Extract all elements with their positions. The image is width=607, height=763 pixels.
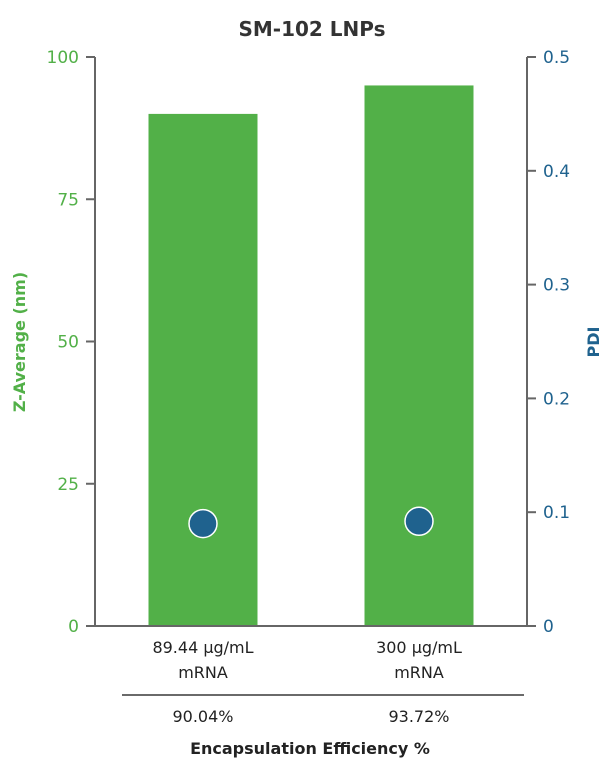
y-right-axis-label: PDI <box>584 327 603 358</box>
encapsulation-title: Encapsulation Efficiency % <box>190 739 430 758</box>
y-right-tick-label: 0 <box>543 617 554 637</box>
y-left-tick-label: 75 <box>57 190 79 210</box>
pdi-point-2 <box>404 506 434 537</box>
chart-title: SM-102 LNPs <box>238 17 385 41</box>
category-label-line1: 300 μg/mL <box>376 638 462 657</box>
y-left-axis-label: Z-Average (nm) <box>10 272 29 412</box>
y-right-tick-label: 0.3 <box>543 276 570 296</box>
bar-1 <box>148 113 258 626</box>
axes-layer: 0 25 50 75 100 0 0.1 0.2 0.3 0.4 0.5 <box>47 48 571 637</box>
category-label-line1: 89.44 μg/mL <box>152 638 253 657</box>
y-right-tick-label: 0.1 <box>543 503 570 523</box>
category-label-line2: mRNA <box>178 663 228 682</box>
y-right-tick-label: 0.5 <box>543 48 570 68</box>
y-left-tick-label: 100 <box>47 48 79 68</box>
y-left-tick-label: 25 <box>57 475 79 495</box>
y-left-tick-label: 0 <box>68 617 79 637</box>
encapsulation-values: 90.04% 93.72% <box>172 707 449 726</box>
category-label-line2: mRNA <box>394 663 444 682</box>
y-right-tick-label: 0.4 <box>543 162 570 182</box>
points-layer <box>188 506 434 539</box>
category-labels: 89.44 μg/mL mRNA 300 μg/mL mRNA <box>152 638 462 682</box>
encapsulation-value: 93.72% <box>388 707 449 726</box>
bar-2 <box>364 85 474 626</box>
pdi-point-1 <box>188 508 218 539</box>
y-left-tick-label: 50 <box>57 333 79 353</box>
encapsulation-value: 90.04% <box>172 707 233 726</box>
bars-layer <box>148 85 474 626</box>
y-right-tick-label: 0.2 <box>543 389 570 409</box>
